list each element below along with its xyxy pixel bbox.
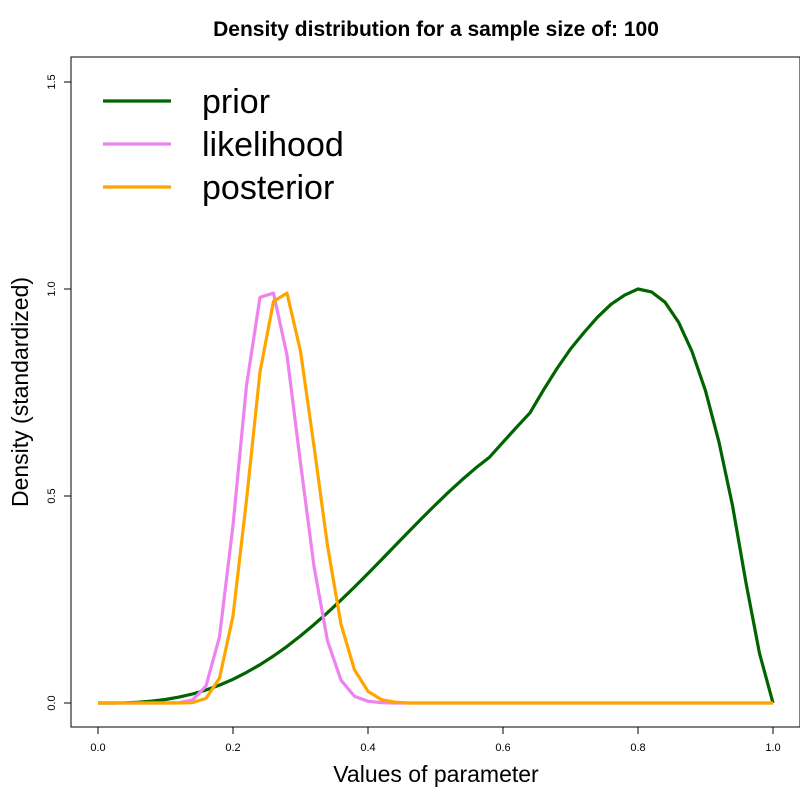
x-tick-label: 0.2 bbox=[225, 742, 240, 754]
y-tick-label: 0.5 bbox=[46, 488, 58, 503]
x-tick-label: 1.0 bbox=[765, 742, 780, 754]
x-tick-label: 0.0 bbox=[90, 742, 105, 754]
legend-label-likelihood: likelihood bbox=[202, 126, 344, 164]
plot-frame bbox=[70, 56, 800, 728]
chart-title: Density distribution for a sample size o… bbox=[213, 18, 659, 41]
x-tick-label: 0.4 bbox=[360, 742, 375, 754]
y-axis: 0.0 0.5 1.0 1.5 bbox=[46, 74, 72, 711]
y-tick-label: 1.5 bbox=[46, 74, 58, 89]
x-axis: 0.0 0.2 0.4 0.6 0.8 1.0 bbox=[90, 726, 781, 754]
y-tick-label: 1.0 bbox=[46, 281, 58, 296]
legend-label-prior: prior bbox=[202, 83, 270, 121]
x-axis-label: Values of parameter bbox=[333, 761, 539, 787]
series-prior-line bbox=[98, 287, 775, 705]
x-tick-label: 0.8 bbox=[630, 742, 645, 754]
series-likelihood-line bbox=[98, 291, 773, 705]
y-tick-label: 0.0 bbox=[46, 695, 58, 710]
series-posterior-line bbox=[98, 291, 773, 705]
series-layer bbox=[98, 287, 775, 705]
legend: prior likelihood posterior bbox=[103, 83, 344, 207]
x-tick-label: 0.6 bbox=[495, 742, 510, 754]
legend-label-posterior: posterior bbox=[202, 169, 334, 207]
y-axis-label: Density (standardized) bbox=[7, 277, 33, 507]
